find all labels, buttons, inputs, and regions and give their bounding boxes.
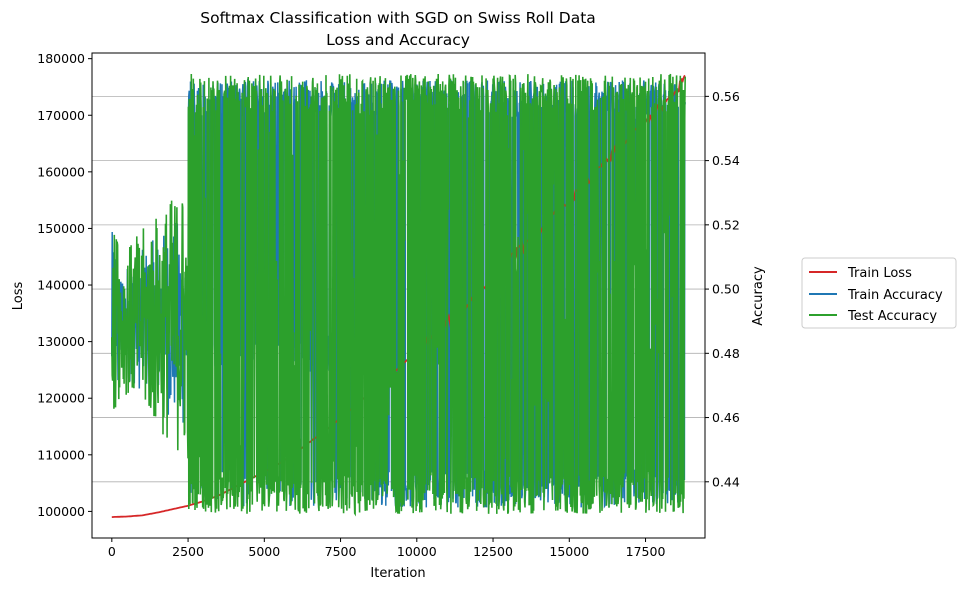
y-right-tick-label: 0.56 xyxy=(712,89,740,104)
y-left-axis-title: Loss xyxy=(11,282,26,311)
y-left-tick-label: 110000 xyxy=(37,447,85,462)
plot-frame xyxy=(91,52,706,539)
y-right-tick-label: 0.54 xyxy=(712,153,740,168)
plot-series xyxy=(111,73,686,518)
y-right-axis-ticks: 0.44 0.46 0.48 0.50 0.52 0.54 0.56 xyxy=(705,89,740,489)
x-tick-label: 15000 xyxy=(549,544,589,559)
x-tick-label: 12500 xyxy=(473,544,513,559)
x-tick-label: 10000 xyxy=(397,544,437,559)
series-test-accuracy xyxy=(111,73,686,517)
y-left-tick-label: 150000 xyxy=(37,221,85,236)
x-axis-ticks: 0 2500 5000 7500 10000 12500 15000 17500 xyxy=(108,538,666,559)
y-right-tick-label: 0.50 xyxy=(712,282,740,297)
y-right-tick-label: 0.46 xyxy=(712,410,740,425)
y-left-tick-label: 100000 xyxy=(37,504,85,519)
y-left-tick-label: 120000 xyxy=(37,391,85,406)
x-tick-label: 2500 xyxy=(172,544,204,559)
x-axis-title: Iteration xyxy=(370,566,425,581)
y-left-tick-label: 170000 xyxy=(37,108,85,123)
y-left-tick-label: 130000 xyxy=(37,334,85,349)
legend-label-train-accuracy: Train Accuracy xyxy=(847,288,943,303)
chart-title-line1: Softmax Classification with SGD on Swiss… xyxy=(200,9,596,27)
legend: Train Loss Train Accuracy Test Accuracy xyxy=(801,257,957,329)
x-tick-label: 5000 xyxy=(248,544,280,559)
legend-label-test-accuracy: Test Accuracy xyxy=(847,309,937,324)
y-right-axis-title: Accuracy xyxy=(751,266,766,326)
y-right-tick-label: 0.44 xyxy=(712,474,740,489)
chart-title-line2: Loss and Accuracy xyxy=(326,31,470,49)
x-tick-label: 17500 xyxy=(626,544,666,559)
y-left-tick-label: 180000 xyxy=(37,51,85,66)
x-tick-label: 0 xyxy=(108,544,116,559)
y-left-axis-ticks: 100000 110000 120000 130000 140000 150000 1600… xyxy=(37,51,92,519)
y-left-tick-label: 140000 xyxy=(37,278,85,293)
x-tick-label: 7500 xyxy=(325,544,357,559)
y-left-tick-label: 160000 xyxy=(37,164,85,179)
legend-box xyxy=(801,257,957,329)
y-right-tick-label: 0.48 xyxy=(712,346,740,361)
legend-label-train-loss: Train Loss xyxy=(847,266,912,281)
y-right-tick-label: 0.52 xyxy=(712,217,740,232)
